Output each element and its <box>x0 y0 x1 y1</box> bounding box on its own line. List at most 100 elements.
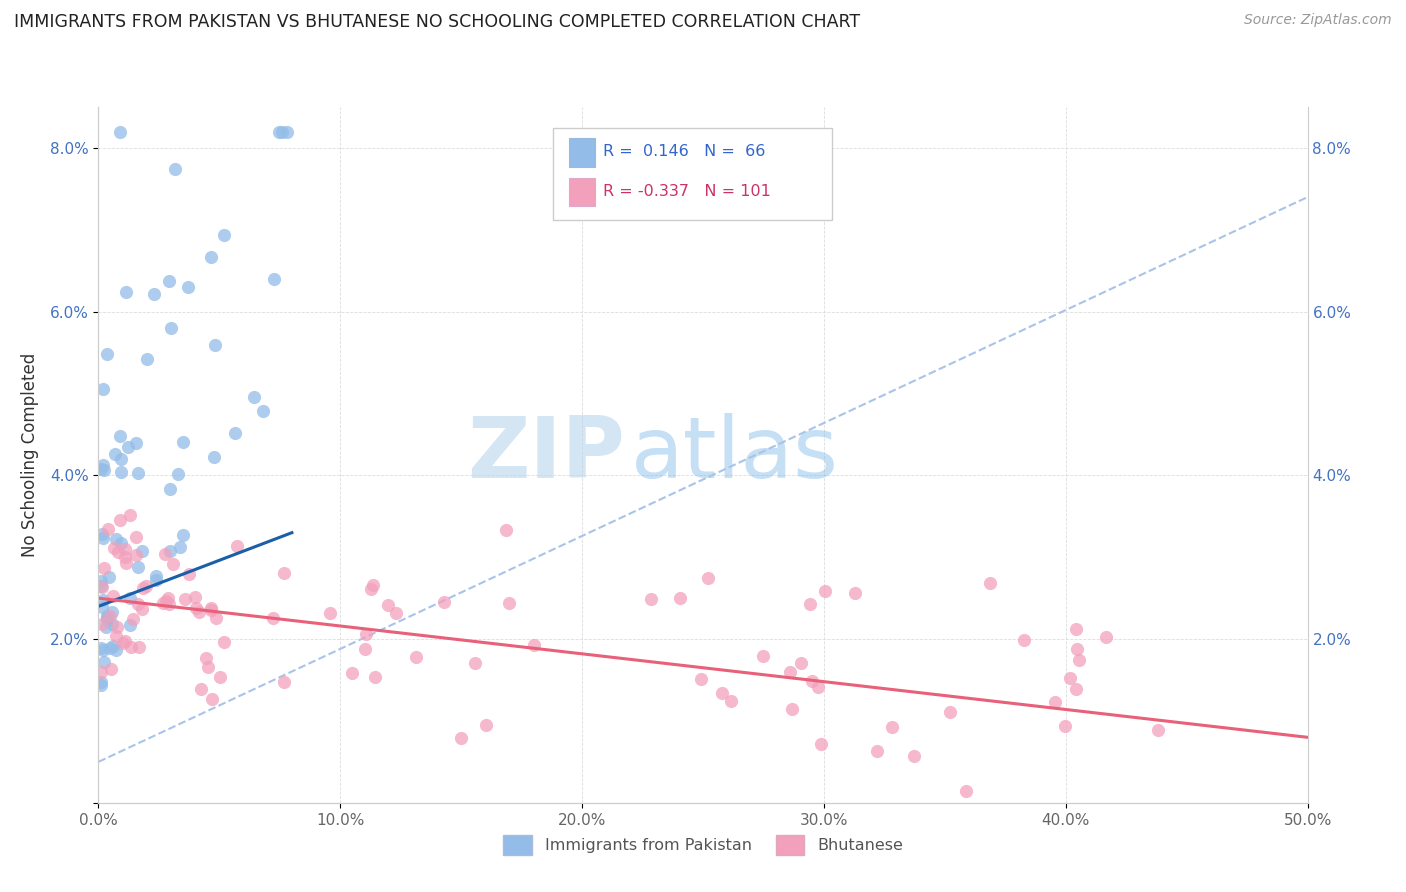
Point <box>91 382 114 396</box>
Point <box>1146 723 1168 737</box>
Point <box>98 641 121 656</box>
Point <box>690 672 713 686</box>
Point <box>200 250 222 264</box>
Point <box>114 634 136 648</box>
Text: atlas: atlas <box>630 413 838 497</box>
Point <box>93 463 115 477</box>
Point <box>90 678 112 692</box>
Point <box>98 570 121 584</box>
Text: R =  0.146   N =  66: R = 0.146 N = 66 <box>603 145 765 159</box>
Point <box>190 682 212 697</box>
Point <box>243 390 266 404</box>
Point <box>224 426 246 441</box>
Point <box>155 594 177 608</box>
Point <box>101 617 124 632</box>
Point <box>200 603 222 617</box>
Point <box>780 702 803 716</box>
Point <box>807 681 830 695</box>
Point <box>115 285 138 299</box>
Point <box>195 650 218 665</box>
Point <box>125 548 148 562</box>
Point <box>90 675 112 690</box>
Point <box>276 125 298 139</box>
Point <box>361 578 384 592</box>
Point <box>640 591 662 606</box>
Point <box>669 591 692 606</box>
Point <box>432 594 454 608</box>
Point <box>1094 631 1116 645</box>
Point <box>104 448 127 462</box>
Point <box>263 271 285 285</box>
Text: ZIP: ZIP <box>467 413 624 497</box>
Point <box>90 640 112 655</box>
Point <box>1069 652 1091 666</box>
Point <box>91 531 114 545</box>
Point <box>115 556 138 570</box>
Point <box>97 522 120 536</box>
Point <box>110 513 132 527</box>
Point <box>450 731 472 745</box>
Legend: Immigrants from Pakistan, Bhutanese: Immigrants from Pakistan, Bhutanese <box>496 829 910 861</box>
Point <box>120 591 142 605</box>
Point <box>120 617 142 632</box>
Point <box>377 598 399 612</box>
Y-axis label: No Schooling Completed: No Schooling Completed <box>21 353 39 557</box>
Point <box>813 584 835 599</box>
Point <box>205 611 228 625</box>
Point <box>779 665 801 679</box>
Point <box>131 544 153 558</box>
Point <box>200 601 222 615</box>
Point <box>201 692 224 706</box>
Point <box>354 642 377 657</box>
Point <box>844 586 866 600</box>
Text: Source: ZipAtlas.com: Source: ZipAtlas.com <box>1244 13 1392 28</box>
Point <box>128 640 150 654</box>
Point <box>96 611 118 625</box>
Point <box>112 636 135 650</box>
Point <box>120 640 142 655</box>
Text: IMMIGRANTS FROM PAKISTAN VS BHUTANESE NO SCHOOLING COMPLETED CORRELATION CHART: IMMIGRANTS FROM PAKISTAN VS BHUTANESE NO… <box>14 13 860 31</box>
Point <box>117 440 139 454</box>
Point <box>495 523 517 537</box>
Point <box>799 597 821 611</box>
Point <box>105 643 128 657</box>
Point <box>101 640 124 654</box>
Point <box>162 557 184 571</box>
Point <box>720 694 742 708</box>
Point <box>152 596 174 610</box>
Point <box>90 579 112 593</box>
Point <box>208 670 231 684</box>
Point <box>114 541 136 556</box>
Point <box>262 611 284 625</box>
Point <box>184 590 207 604</box>
Point <box>955 784 977 798</box>
Point <box>214 635 236 649</box>
Point <box>131 602 153 616</box>
Point <box>160 321 183 335</box>
Point <box>711 686 734 700</box>
Point <box>94 620 117 634</box>
Point <box>159 544 181 558</box>
Point <box>96 609 118 624</box>
Point <box>142 286 165 301</box>
Point <box>135 579 157 593</box>
Point <box>93 561 115 575</box>
Point <box>252 403 274 417</box>
Point <box>118 508 141 523</box>
Point <box>267 125 290 139</box>
Point <box>125 530 148 544</box>
Point <box>100 662 122 676</box>
Point <box>475 718 498 732</box>
Point <box>903 748 925 763</box>
Point <box>1064 681 1087 696</box>
Point <box>790 657 813 671</box>
Point <box>127 598 149 612</box>
Point <box>270 125 292 139</box>
Point <box>110 125 132 139</box>
Point <box>157 597 180 611</box>
Point <box>184 601 207 615</box>
Point <box>880 720 903 734</box>
Point <box>159 482 181 496</box>
Point <box>340 666 363 681</box>
Point <box>127 467 149 481</box>
